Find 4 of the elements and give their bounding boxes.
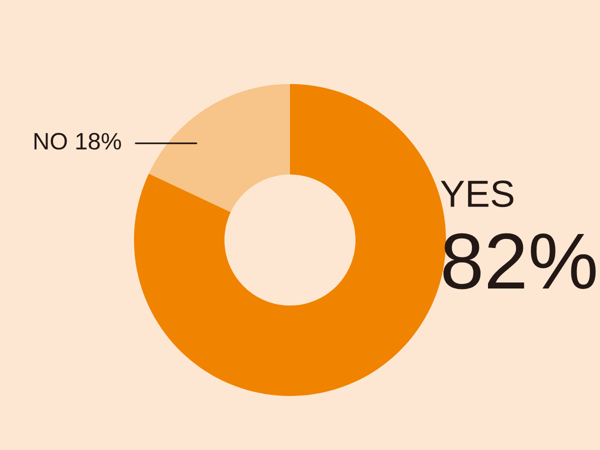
donut-slice [148,84,290,212]
slice-label: YES [440,180,514,208]
slice-label: NO 18% [34,132,121,150]
data-label: 82% [443,233,596,290]
